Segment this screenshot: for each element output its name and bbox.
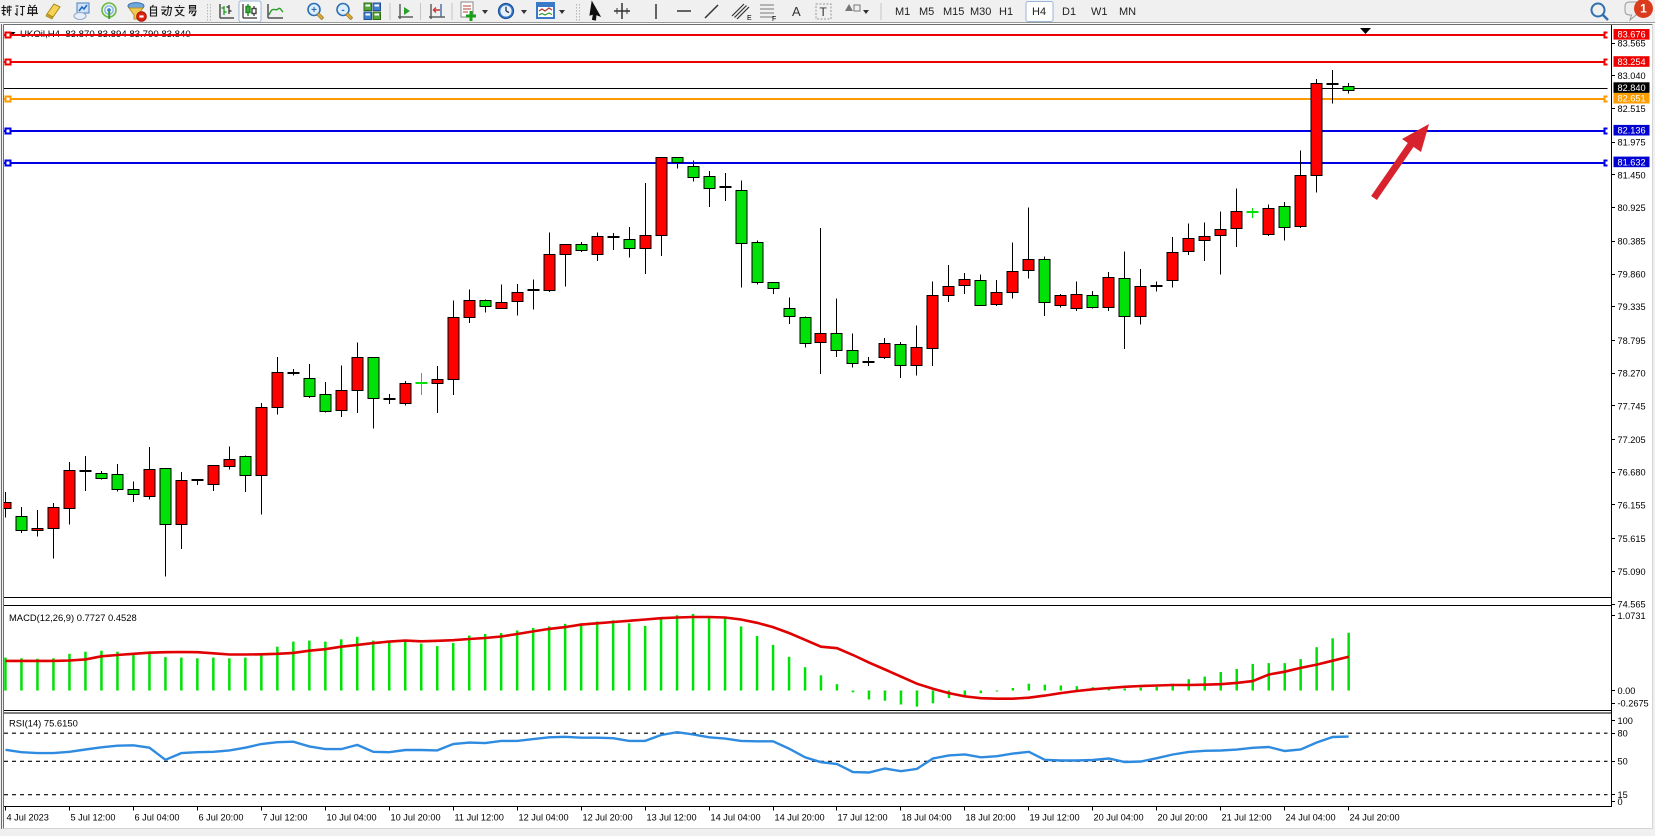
svg-text:M1: M1	[895, 6, 910, 18]
svg-text:74.565: 74.565	[1618, 600, 1646, 610]
svg-text:83.040: 83.040	[1618, 71, 1646, 81]
svg-text:82.136: 82.136	[1618, 126, 1646, 136]
svg-text:RSI(14) 75.6150: RSI(14) 75.6150	[9, 718, 78, 729]
svg-text:83.565: 83.565	[1618, 39, 1646, 49]
svg-text:D1: D1	[1062, 6, 1076, 18]
svg-text:18 Jul 04:00: 18 Jul 04:00	[902, 813, 952, 823]
svg-text:4 Jul 2023: 4 Jul 2023	[7, 813, 49, 823]
svg-text:50: 50	[1618, 756, 1628, 766]
svg-text:18 Jul 20:00: 18 Jul 20:00	[966, 813, 1016, 823]
svg-text:T: T	[820, 5, 828, 19]
svg-text:78.795: 78.795	[1618, 336, 1646, 346]
svg-text:81.450: 81.450	[1618, 170, 1646, 180]
svg-text:75.615: 75.615	[1618, 534, 1646, 544]
svg-text:24 Jul 20:00: 24 Jul 20:00	[1350, 813, 1400, 823]
svg-text:12 Jul 04:00: 12 Jul 04:00	[519, 813, 569, 823]
svg-text:79.335: 79.335	[1618, 302, 1646, 312]
svg-text:10 Jul 04:00: 10 Jul 04:00	[327, 813, 377, 823]
svg-text:21 Jul 12:00: 21 Jul 12:00	[1222, 813, 1272, 823]
svg-text:6 Jul 20:00: 6 Jul 20:00	[199, 813, 244, 823]
svg-text:1: 1	[1640, 2, 1647, 16]
svg-text:78.270: 78.270	[1618, 369, 1646, 379]
svg-text:+: +	[311, 5, 317, 16]
svg-text:7 Jul 12:00: 7 Jul 12:00	[263, 813, 308, 823]
svg-text:24 Jul 04:00: 24 Jul 04:00	[1286, 813, 1336, 823]
svg-text:77.745: 77.745	[1618, 401, 1646, 411]
svg-text:6 Jul 04:00: 6 Jul 04:00	[135, 813, 180, 823]
svg-text:80.925: 80.925	[1618, 203, 1646, 213]
svg-text:-: -	[341, 5, 344, 16]
svg-text:H4: H4	[1032, 6, 1046, 18]
svg-text:E: E	[747, 15, 752, 22]
svg-text:82.515: 82.515	[1618, 104, 1646, 114]
svg-text:13 Jul 12:00: 13 Jul 12:00	[647, 813, 697, 823]
svg-text:W1: W1	[1091, 6, 1108, 18]
svg-text:0: 0	[1618, 797, 1623, 807]
svg-text:A: A	[792, 4, 801, 19]
svg-text:82.651: 82.651	[1618, 94, 1646, 104]
svg-text:H1: H1	[999, 6, 1013, 18]
svg-text:1.0731: 1.0731	[1618, 611, 1646, 621]
svg-text:77.205: 77.205	[1618, 435, 1646, 445]
svg-text:80.385: 80.385	[1618, 237, 1646, 247]
svg-text:15: 15	[1618, 790, 1628, 800]
svg-text:81.632: 81.632	[1618, 157, 1646, 167]
svg-text:20 Jul 04:00: 20 Jul 04:00	[1094, 813, 1144, 823]
svg-text:81.975: 81.975	[1618, 138, 1646, 148]
svg-text:20 Jul 20:00: 20 Jul 20:00	[1158, 813, 1208, 823]
svg-text:82.840: 82.840	[1618, 83, 1646, 93]
svg-text:-0.2675: -0.2675	[1618, 699, 1649, 709]
svg-text:12 Jul 20:00: 12 Jul 20:00	[583, 813, 633, 823]
svg-text:14 Jul 04:00: 14 Jul 04:00	[711, 813, 761, 823]
svg-text:M30: M30	[970, 6, 991, 18]
svg-text:M5: M5	[919, 6, 934, 18]
svg-text:75.090: 75.090	[1618, 567, 1646, 577]
svg-text:79.860: 79.860	[1618, 269, 1646, 279]
svg-text:10 Jul 20:00: 10 Jul 20:00	[391, 813, 441, 823]
svg-text:83.676: 83.676	[1618, 30, 1646, 40]
svg-text:MN: MN	[1119, 6, 1136, 18]
svg-text:F: F	[772, 16, 776, 23]
svg-text:5 Jul 12:00: 5 Jul 12:00	[71, 813, 116, 823]
svg-text:0.00: 0.00	[1618, 686, 1636, 696]
svg-text:76.155: 76.155	[1618, 500, 1646, 510]
svg-text:80: 80	[1618, 729, 1628, 739]
svg-text:14 Jul 20:00: 14 Jul 20:00	[775, 813, 825, 823]
svg-text:76.680: 76.680	[1618, 468, 1646, 478]
svg-text:83.254: 83.254	[1618, 57, 1646, 67]
svg-text:MACD(12,26,9) 0.7727 0.4528: MACD(12,26,9) 0.7727 0.4528	[9, 612, 137, 623]
svg-text:19 Jul 12:00: 19 Jul 12:00	[1030, 813, 1080, 823]
svg-text:100: 100	[1618, 716, 1633, 726]
svg-text:17 Jul 12:00: 17 Jul 12:00	[838, 813, 888, 823]
svg-text:M15: M15	[943, 6, 964, 18]
svg-text:11 Jul 12:00: 11 Jul 12:00	[455, 813, 504, 823]
